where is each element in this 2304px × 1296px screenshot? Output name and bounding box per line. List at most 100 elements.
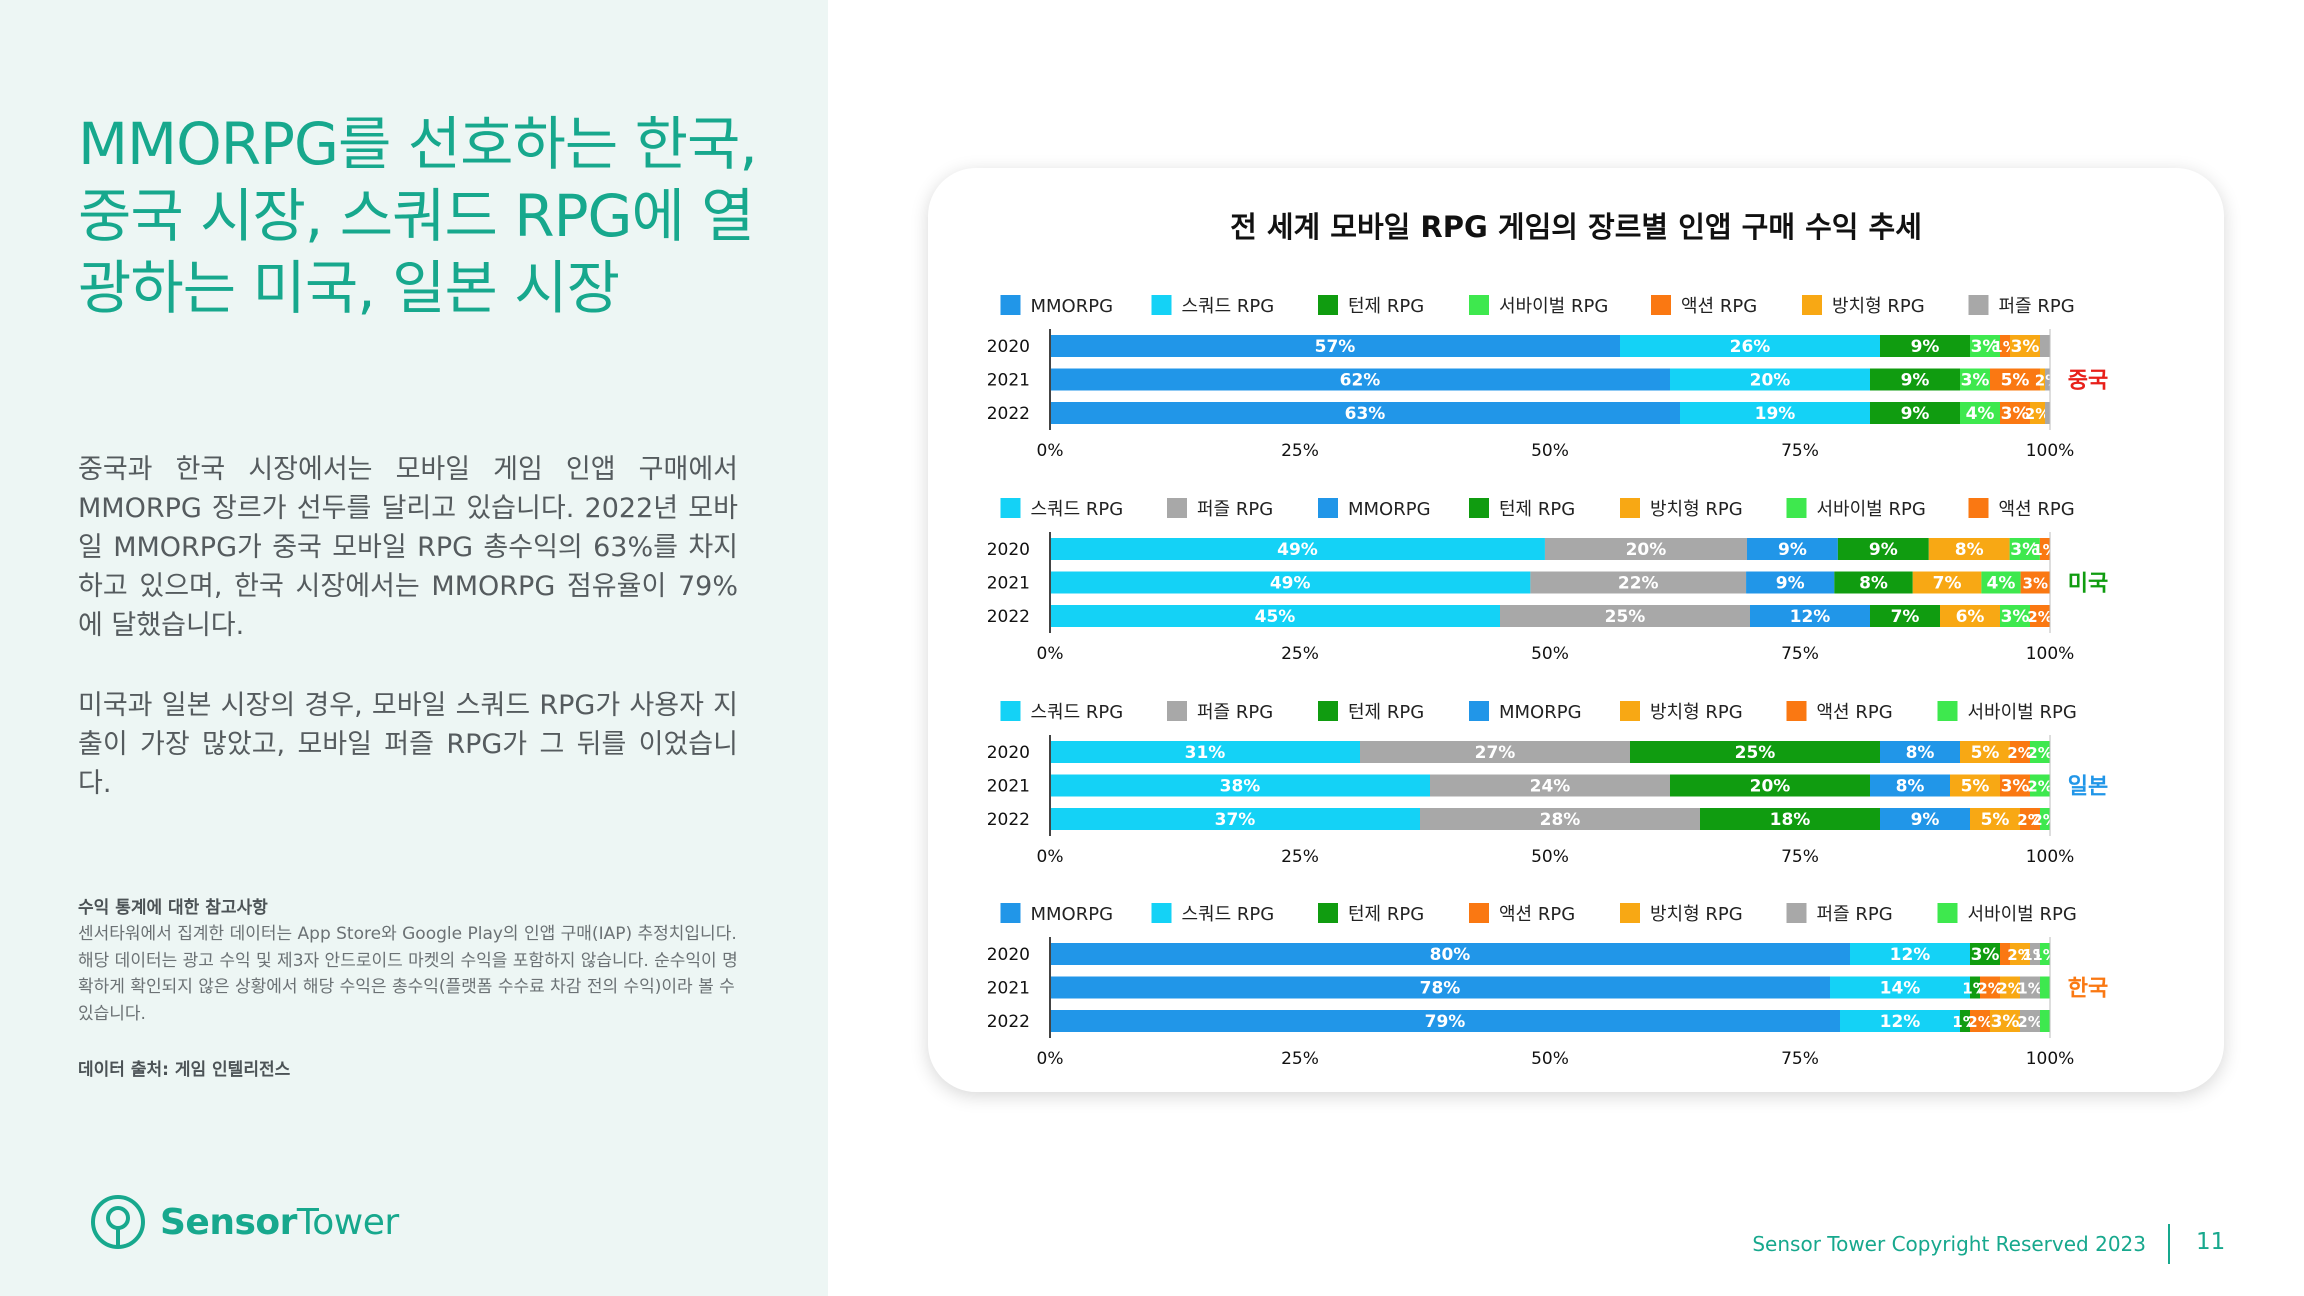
data-label: 24% bbox=[1530, 777, 1571, 797]
legend-item-3-5 bbox=[1786, 903, 1807, 923]
legend-label: 방치형 RPG bbox=[1650, 904, 1743, 925]
legend-label: MMORPG bbox=[1031, 296, 1114, 317]
year-label: 2021 bbox=[987, 777, 1030, 797]
data-label: 3% bbox=[1971, 945, 2000, 965]
data-label: 45% bbox=[1255, 607, 1296, 627]
data-label: 2% bbox=[2032, 811, 2057, 829]
data-label: 2% bbox=[2007, 744, 2032, 762]
bar-segment bbox=[2010, 335, 2040, 357]
data-label: 3% bbox=[2011, 337, 2040, 357]
bar-segment bbox=[1870, 774, 1950, 797]
bar-segment bbox=[2000, 774, 2030, 797]
data-label: 38% bbox=[1220, 777, 1261, 797]
data-label: 63% bbox=[1345, 404, 1386, 424]
bar-segment bbox=[1960, 368, 1990, 391]
bar-segment bbox=[2020, 976, 2040, 999]
legend-swatch bbox=[1167, 701, 1187, 721]
legend-swatch bbox=[1469, 903, 1489, 923]
legend-label: MMORPG bbox=[1499, 702, 1582, 723]
data-label: 1% bbox=[2032, 541, 2057, 559]
data-label: 49% bbox=[1270, 574, 1311, 594]
data-label: 79% bbox=[1425, 1012, 1466, 1032]
data-label: 37% bbox=[1215, 810, 1256, 830]
legend-swatch bbox=[1151, 295, 1172, 315]
bar-segment bbox=[2009, 538, 2040, 560]
legend-label: 턴제 RPG bbox=[1348, 296, 1424, 317]
data-label: 62% bbox=[1340, 371, 1381, 391]
data-label: 8% bbox=[1955, 540, 1984, 560]
data-label: 28% bbox=[1540, 810, 1581, 830]
data-label: 2% bbox=[2027, 608, 2052, 626]
bar-segment bbox=[1840, 1010, 1960, 1032]
legend-label: 액션 RPG bbox=[1999, 499, 2075, 520]
legend-swatch bbox=[1000, 498, 1021, 518]
data-label: 9% bbox=[1778, 540, 1807, 560]
bar-segment bbox=[2000, 605, 2030, 627]
data-label: 20% bbox=[1750, 777, 1791, 797]
year-label: 2022 bbox=[987, 404, 1030, 424]
legend-label: 방치형 RPG bbox=[1650, 499, 1743, 520]
legend-item-0-1 bbox=[1151, 295, 1172, 315]
legend-label: 서바이벌 RPG bbox=[1499, 296, 1608, 317]
data-label: 8% bbox=[1859, 574, 1888, 594]
data-label: 3% bbox=[1991, 1012, 2020, 1032]
data-label: 20% bbox=[1750, 371, 1791, 391]
logo-word-1: Sensor bbox=[160, 1201, 297, 1243]
bar-segment bbox=[1834, 571, 1913, 594]
bar-segment bbox=[2040, 943, 2050, 965]
legend-item-1-2 bbox=[1318, 498, 1338, 518]
bar-segment bbox=[2030, 774, 2050, 797]
bar-segment bbox=[2040, 335, 2050, 357]
bar-segment bbox=[2000, 943, 2010, 965]
bar-segment bbox=[2045, 368, 2050, 391]
legend-item-1-6 bbox=[1968, 498, 1989, 518]
data-label: 12% bbox=[1790, 607, 1831, 627]
bar-segment bbox=[1050, 976, 1830, 999]
data-label: 2% bbox=[2017, 811, 2042, 829]
bar-segment bbox=[1970, 808, 2020, 830]
data-label: 2% bbox=[2017, 1013, 2042, 1031]
bar-segment bbox=[1700, 808, 1880, 830]
legend-item-0-2 bbox=[1318, 295, 1338, 315]
data-label: 14% bbox=[1880, 979, 1921, 999]
legend-label: 방치형 RPG bbox=[1832, 296, 1925, 317]
legend-item-2-4 bbox=[1620, 701, 1640, 721]
bar-segment bbox=[1050, 741, 1360, 763]
data-label: 1% bbox=[2017, 980, 2042, 998]
legend-item-3-1 bbox=[1151, 903, 1172, 923]
year-label: 2022 bbox=[987, 810, 1030, 830]
legend-item-1-3 bbox=[1469, 498, 1489, 518]
bar-segment bbox=[1360, 741, 1630, 763]
legend-item-1-0 bbox=[1000, 498, 1021, 518]
data-label: 9% bbox=[1911, 337, 1940, 357]
year-label: 2020 bbox=[987, 945, 1030, 965]
legend-swatch bbox=[1786, 903, 1807, 923]
legend-item-2-6 bbox=[1937, 701, 1958, 721]
x-tick-label: 100% bbox=[2026, 847, 2075, 867]
legend-item-3-0 bbox=[1000, 903, 1021, 923]
bar-segment bbox=[1670, 368, 1870, 391]
legend-swatch bbox=[1786, 498, 1807, 518]
bar-segment bbox=[2010, 741, 2030, 763]
data-label: 5% bbox=[1981, 810, 2010, 830]
legend-label: 액션 RPG bbox=[1817, 702, 1893, 723]
bar-segment bbox=[1970, 943, 2000, 965]
legend-swatch bbox=[1469, 295, 1489, 315]
bar-segment bbox=[1870, 402, 1960, 424]
year-label: 2022 bbox=[987, 1012, 1030, 1032]
data-label: 6% bbox=[1956, 607, 1985, 627]
legend-swatch bbox=[1318, 498, 1338, 518]
legend-label: 서바이벌 RPG bbox=[1817, 499, 1926, 520]
data-label: 3% bbox=[2023, 575, 2048, 593]
bar-segment bbox=[1912, 571, 1982, 594]
legend-label: 서바이벌 RPG bbox=[1968, 904, 2077, 925]
year-label: 2020 bbox=[987, 743, 1030, 763]
bar-segment bbox=[2000, 402, 2030, 424]
note-body: 센서타워에서 집계한 데이터는 App Store와 Google Play의 … bbox=[78, 924, 738, 1024]
bar-segment bbox=[1050, 571, 1531, 594]
bar-segment bbox=[1050, 774, 1430, 797]
legend-swatch bbox=[1318, 295, 1338, 315]
data-label: 3% bbox=[2001, 607, 2030, 627]
legend-label: 방치형 RPG bbox=[1650, 702, 1743, 723]
bar-segment bbox=[1981, 571, 2021, 594]
